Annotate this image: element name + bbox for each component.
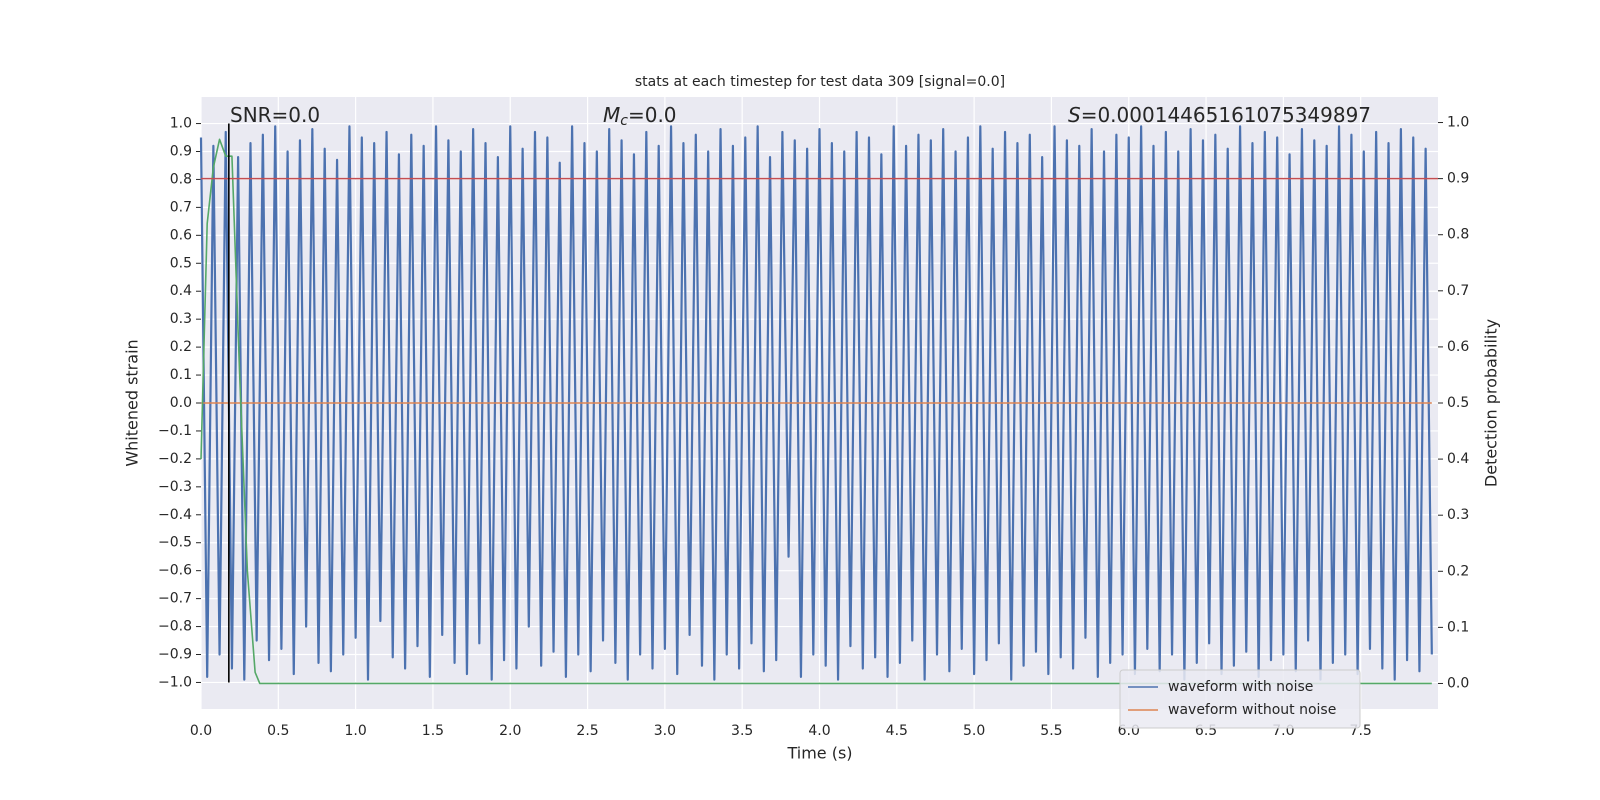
x-tick-label: 1.0: [344, 723, 366, 739]
y2-tick-label: 1.0: [1447, 115, 1469, 131]
y2-tick-label: 0.9: [1447, 171, 1469, 187]
annotation: SNR=0.0: [230, 103, 320, 127]
x-tick-label: 2.5: [576, 723, 598, 739]
y2-tick-label: 0.6: [1447, 339, 1469, 355]
x-tick-label: 1.5: [422, 723, 444, 739]
y2-tick-label: 0.0: [1447, 675, 1469, 691]
y-tick-label: 0.8: [170, 171, 192, 187]
y-tick-label: −0.1: [158, 423, 192, 439]
x-tick-label: 4.0: [808, 723, 830, 739]
y-tick-label: 0.4: [170, 283, 192, 299]
x-tick-label: 2.0: [499, 723, 521, 739]
y2-tick-label: 0.7: [1447, 283, 1469, 299]
legend-label: waveform without noise: [1168, 702, 1336, 718]
legend-label: waveform with noise: [1168, 679, 1313, 695]
y2-tick-label: 0.3: [1447, 507, 1469, 523]
y-axis-label: Whitened strain: [123, 339, 142, 466]
y-tick-label: −0.9: [158, 647, 192, 663]
annotation-symbol: M: [603, 103, 620, 127]
annotation: Mc=0.0: [603, 103, 677, 130]
y-tick-label: 0.7: [170, 199, 192, 215]
x-tick-label: 3.5: [731, 723, 753, 739]
x-tick-label: 3.0: [654, 723, 676, 739]
x-tick-label: 0.0: [190, 723, 212, 739]
series-line: [199, 125, 1433, 681]
annotation-text: =0.00014465161075349897: [1081, 103, 1371, 127]
y-tick-label: 0.0: [170, 395, 192, 411]
y-tick-label: −1.0: [158, 674, 192, 690]
y2-tick-label: 0.5: [1447, 395, 1469, 411]
legend-box: [1119, 669, 1361, 729]
y-tick-label: −0.2: [158, 451, 192, 467]
y2-axis-label: Detection probability: [1482, 319, 1501, 487]
y-tick-label: 0.9: [170, 143, 192, 159]
x-tick-label: 5.0: [963, 723, 985, 739]
y-tick-label: −0.6: [158, 563, 192, 579]
y2-tick-label: 0.2: [1447, 563, 1469, 579]
y2-tick-label: 0.8: [1447, 227, 1469, 243]
annotation-subscript: c: [620, 113, 628, 129]
x-axis-label: Time (s): [786, 744, 852, 763]
x-tick-label: 5.5: [1040, 723, 1062, 739]
y-tick-label: −0.7: [158, 591, 192, 607]
y-tick-label: 0.3: [170, 311, 192, 327]
y-tick-label: 1.0: [170, 116, 192, 132]
chart-title: stats at each timestep for test data 309…: [635, 74, 1005, 90]
y-tick-label: −0.4: [158, 507, 192, 523]
y-tick-label: −0.5: [158, 535, 192, 551]
y-tick-label: −0.3: [158, 479, 192, 495]
annotation-text: SNR=0.0: [230, 103, 320, 127]
x-tick-label: 4.5: [886, 723, 908, 739]
annotation: S=0.00014465161075349897: [1068, 103, 1371, 127]
series-line: [200, 138, 1432, 685]
y-tick-label: 0.2: [170, 339, 192, 355]
y-tick-label: −0.8: [158, 619, 192, 635]
annotation-symbol: S: [1068, 103, 1081, 127]
y-tick-label: 0.1: [170, 367, 192, 383]
y2-tick-label: 0.1: [1447, 619, 1469, 635]
x-tick-label: 0.5: [267, 723, 289, 739]
annotation-text: =0.0: [628, 103, 677, 127]
y2-tick-label: 0.4: [1447, 451, 1469, 467]
y-tick-label: 0.5: [170, 255, 192, 271]
y-tick-label: 0.6: [170, 227, 192, 243]
